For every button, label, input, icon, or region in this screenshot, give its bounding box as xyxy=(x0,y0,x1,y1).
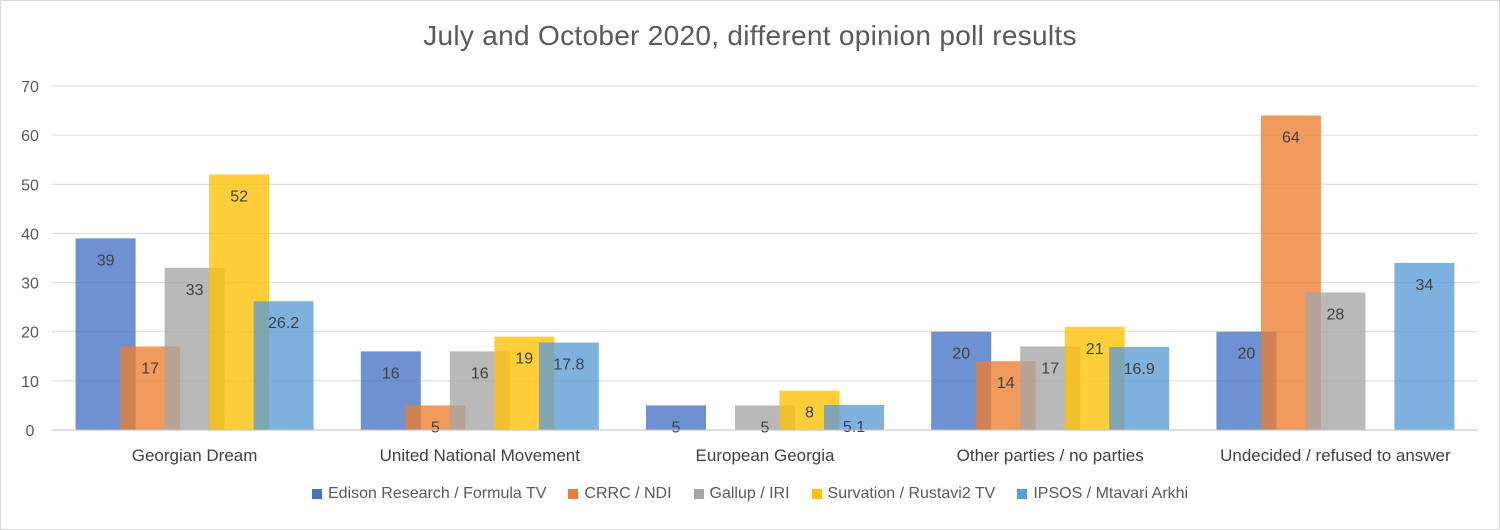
y-tick-label: 20 xyxy=(21,325,39,342)
data-label: 5 xyxy=(761,419,770,436)
data-label: 17 xyxy=(141,360,159,377)
data-label: 39 xyxy=(97,252,115,269)
legend-swatch xyxy=(311,489,322,499)
data-label: 19 xyxy=(515,351,533,368)
legend-item: Survation / Rustavi2 TV xyxy=(811,485,996,503)
y-tick-label: 50 xyxy=(21,177,39,194)
data-label: 16 xyxy=(471,365,489,382)
data-label: 28 xyxy=(1327,306,1345,323)
category-label: Undecided / refused to answer xyxy=(1220,446,1451,465)
bar xyxy=(1394,262,1455,430)
data-label: 16 xyxy=(382,365,400,382)
data-label: 16.9 xyxy=(1124,361,1155,378)
data-label: 17 xyxy=(1041,360,1059,377)
data-label: 17.8 xyxy=(553,357,584,374)
y-axis-ticks: 0 10 20 30 40 50 60 70 xyxy=(21,79,39,440)
bar xyxy=(824,404,884,430)
legend-item: IPSOS / Mtavari Arkhi xyxy=(1017,485,1188,503)
y-tick-label: 10 xyxy=(21,374,39,391)
legend: Edison Research / Formula TV CRRC / NDI Ga… xyxy=(0,485,1500,503)
bar xyxy=(538,342,599,430)
legend-label: IPSOS / Mtavari Arkhi xyxy=(1033,485,1189,502)
data-label: 20 xyxy=(1238,346,1256,363)
legend-item: CRRC / NDI xyxy=(568,485,672,503)
category-label: European Georgia xyxy=(696,446,835,465)
legend-swatch xyxy=(1017,489,1028,499)
data-label: 14 xyxy=(997,375,1015,392)
bar xyxy=(646,405,706,430)
chart-title: July and October 2020, different opinion… xyxy=(423,20,1077,51)
data-label: 20 xyxy=(952,346,970,363)
category-label: Other parties / no parties xyxy=(957,446,1144,465)
data-label: 33 xyxy=(186,282,204,299)
data-label: 26.2 xyxy=(268,315,299,332)
data-label: 5 xyxy=(672,419,681,436)
bar xyxy=(253,301,314,430)
category-label: United National Movement xyxy=(380,446,581,465)
bar xyxy=(1109,346,1170,430)
legend-swatch xyxy=(568,489,579,499)
legend-item: Gallup / IRI xyxy=(693,485,790,503)
legend-item: Edison Research / Formula TV xyxy=(311,485,547,503)
data-label: 5 xyxy=(431,419,440,436)
legend-label: CRRC / NDI xyxy=(584,485,672,502)
data-label: 34 xyxy=(1416,277,1434,294)
legend-swatch xyxy=(811,489,822,499)
y-tick-label: 60 xyxy=(21,128,39,145)
data-label: 21 xyxy=(1086,341,1104,358)
bars: 39 17 33 52 26.2 16 5 16 19 17.8 5 5 8 5.1 20 14 17 21 16.… xyxy=(75,115,1455,436)
x-axis: Georgian Dream United National Movement Eu… xyxy=(52,429,1478,465)
data-label: 52 xyxy=(230,188,248,205)
y-tick-label: 0 xyxy=(26,423,35,440)
y-tick-label: 70 xyxy=(21,79,39,96)
category-label: Georgian Dream xyxy=(132,446,258,465)
legend-label: Survation / Rustavi2 TV xyxy=(827,485,996,502)
legend-label: Gallup / IRI xyxy=(709,485,790,502)
y-tick-label: 40 xyxy=(21,226,39,243)
legend-swatch xyxy=(693,489,704,499)
data-label: 5.1 xyxy=(843,419,865,436)
legend-label: Edison Research / Formula TV xyxy=(327,485,547,502)
y-tick-label: 30 xyxy=(21,276,39,293)
bar xyxy=(1305,292,1366,430)
data-label: 64 xyxy=(1282,129,1300,146)
data-label: 8 xyxy=(805,405,814,422)
